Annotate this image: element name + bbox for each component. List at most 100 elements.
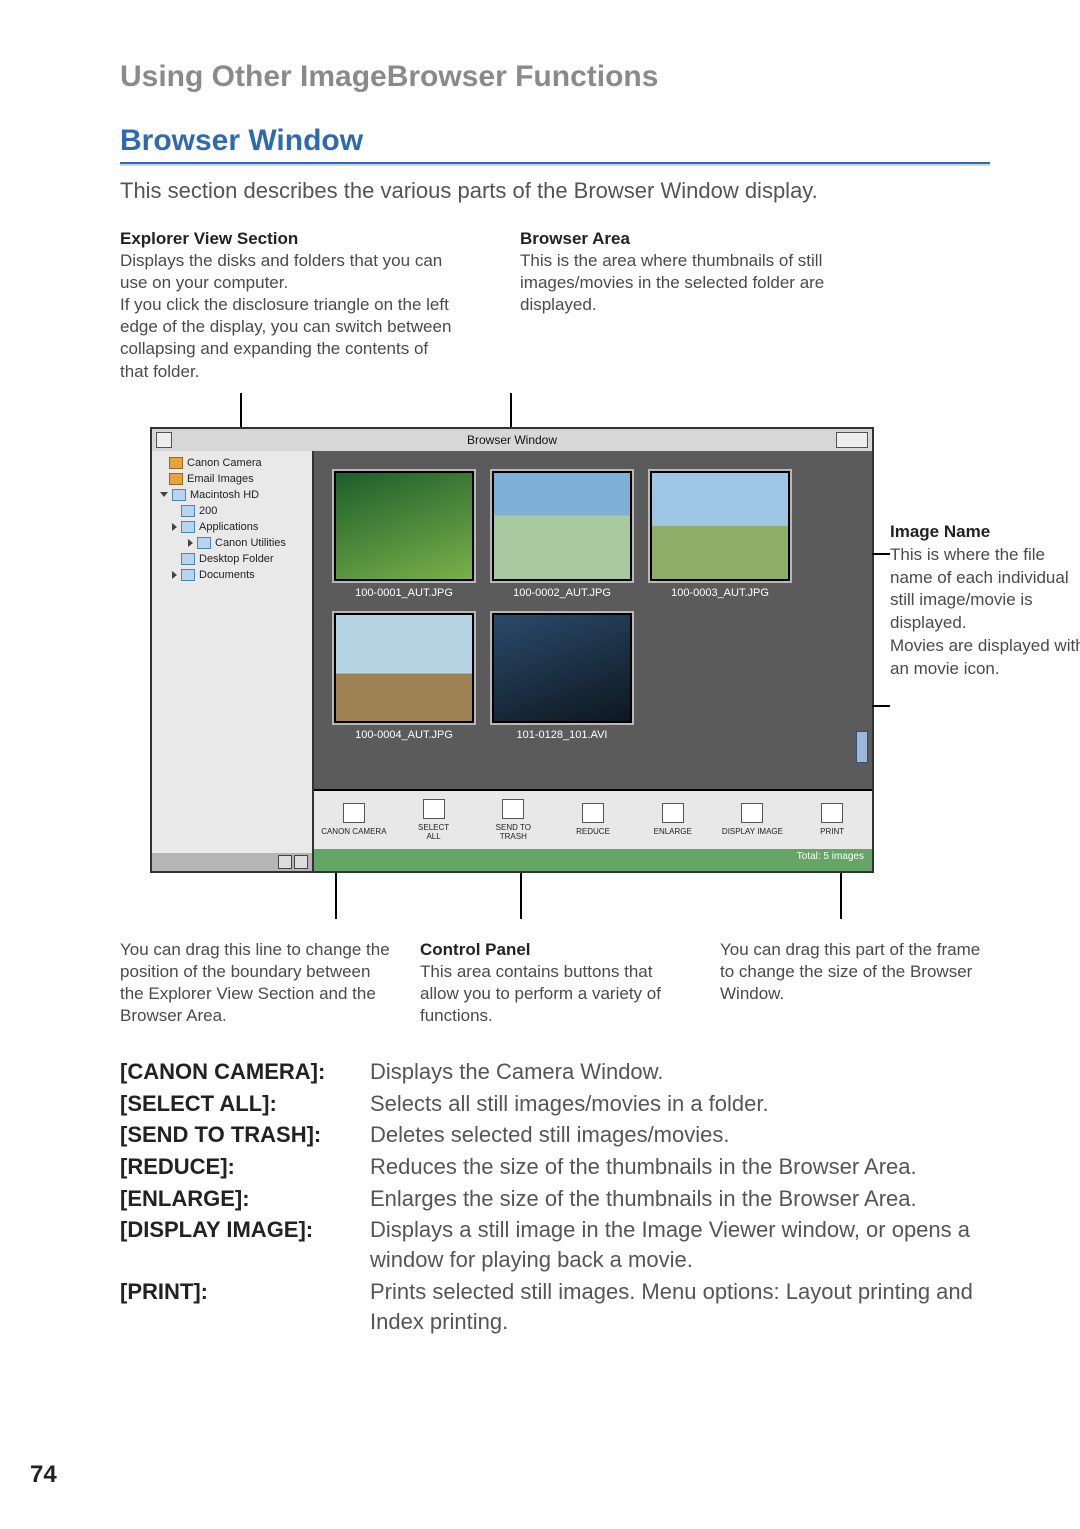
window-close-icon[interactable] — [156, 432, 172, 448]
definition-row: [SEND TO TRASH]:Deletes selected still i… — [120, 1120, 990, 1150]
disclosure-triangle-icon[interactable] — [172, 571, 177, 579]
definition-description: Deletes selected still images/movies. — [370, 1120, 990, 1150]
thumbnail[interactable]: 100-0001_AUT.JPG — [334, 471, 474, 599]
tree-item-label: Macintosh HD — [190, 487, 259, 503]
toolbar-button-icon — [662, 803, 684, 823]
thumbnail[interactable]: 100-0003_AUT.JPG — [650, 471, 790, 599]
tree-item[interactable]: Documents — [152, 567, 312, 583]
section-title: Browser Window — [120, 124, 990, 158]
toolbar-button-icon — [343, 803, 365, 823]
toolbar-button-label: REDUCE — [576, 827, 610, 836]
toolbar-button[interactable]: SELECT ALL — [394, 791, 474, 849]
thumbnail[interactable]: 101-0128_101.AVI — [492, 613, 632, 741]
tree-item-label: Canon Camera — [187, 455, 262, 471]
tree-item[interactable]: Macintosh HD — [152, 487, 312, 503]
definition-term: [REDUCE]: — [120, 1152, 370, 1182]
toolbar-button-label: ENLARGE — [654, 827, 692, 836]
definition-description: Selects all still images/movies in a fol… — [370, 1089, 990, 1119]
callout-explorer-title: Explorer View Section — [120, 229, 298, 248]
definition-description: Reduces the size of the thumbnails in th… — [370, 1152, 990, 1182]
leader-line — [520, 873, 522, 919]
folder-icon — [181, 569, 195, 581]
leader-line — [872, 705, 890, 707]
tree-item[interactable]: Applications — [152, 519, 312, 535]
tree-item[interactable]: Email Images — [152, 471, 312, 487]
callout-control-panel-body: This area contains buttons that allow yo… — [420, 962, 661, 1025]
definition-term: [ENLARGE]: — [120, 1184, 370, 1214]
tree-item-label: Email Images — [187, 471, 254, 487]
toolbar-button-label: SEND TO TRASH — [496, 823, 531, 841]
thumbnail-image[interactable] — [334, 471, 474, 581]
toolbar-button[interactable]: DISPLAY IMAGE — [713, 791, 793, 849]
tree-item-label: Canon Utilities — [215, 535, 286, 551]
toolbar-button[interactable]: REDUCE — [553, 791, 633, 849]
thumbnail[interactable]: 100-0004_AUT.JPG — [334, 613, 474, 741]
tree-item-label: 200 — [199, 503, 217, 519]
toolbar-button[interactable]: CANON CAMERA — [314, 791, 394, 849]
callout-image-name-body2: Movies are displayed with an movie icon. — [890, 636, 1080, 678]
definition-row: [ENLARGE]:Enlarges the size of the thumb… — [120, 1184, 990, 1214]
scroll-right-icon[interactable] — [294, 855, 308, 869]
definition-row: [CANON CAMERA]:Displays the Camera Windo… — [120, 1057, 990, 1087]
thumbnail-filename: 100-0001_AUT.JPG — [355, 587, 453, 599]
toolbar-button-icon — [502, 799, 524, 819]
thumbnail-filename: 100-0003_AUT.JPG — [671, 587, 769, 599]
callout-image-name-title: Image Name — [890, 522, 990, 541]
status-bar: Total: 5 images — [314, 849, 872, 871]
tree-item[interactable]: Canon Utilities — [152, 535, 312, 551]
folder-icon — [181, 521, 195, 533]
definition-row: [SELECT ALL]:Selects all still images/mo… — [120, 1089, 990, 1119]
thumbnail-image[interactable] — [492, 613, 632, 723]
callout-explorer: Explorer View Section Displays the disks… — [120, 228, 460, 383]
scrollbar-thumb-icon[interactable] — [856, 731, 868, 763]
callout-image-name-body: This is where the file name of each indi… — [890, 545, 1069, 633]
toolbar-button-label: SELECT ALL — [418, 823, 449, 841]
callout-drag-line: You can drag this line to change the pos… — [120, 939, 390, 1027]
page-heading: Using Other ImageBrowser Functions — [120, 60, 990, 94]
definition-description: Displays the Camera Window. — [370, 1057, 990, 1087]
callout-explorer-body: Displays the disks and folders that you … — [120, 251, 451, 380]
toolbar-button-label: CANON CAMERA — [321, 827, 386, 836]
tree-item[interactable]: Desktop Folder — [152, 551, 312, 567]
window-title: Browser Window — [467, 433, 557, 447]
thumbnail-filename: 100-0002_AUT.JPG — [513, 587, 611, 599]
callout-control-panel-title: Control Panel — [420, 940, 531, 959]
camera-icon — [169, 457, 183, 469]
definition-row: [DISPLAY IMAGE]:Displays a still image i… — [120, 1215, 990, 1274]
thumbnail-image[interactable] — [650, 471, 790, 581]
toolbar-button-icon — [741, 803, 763, 823]
definition-row: [PRINT]:Prints selected still images. Me… — [120, 1277, 990, 1336]
intro-text: This section describes the various parts… — [120, 178, 990, 204]
thumbnail-area[interactable]: 100-0001_AUT.JPG 100-0002_AUT.JPG 100-0003… — [314, 451, 872, 789]
sidebar-scroll[interactable] — [152, 853, 312, 871]
disclosure-triangle-icon[interactable] — [172, 523, 177, 531]
toolbar-button-label: PRINT — [820, 827, 844, 836]
tree-item-label: Desktop Folder — [199, 551, 274, 567]
explorer-tree[interactable]: Canon CameraEmail ImagesMacintosh HD200A… — [152, 451, 314, 871]
toolbar-button[interactable]: PRINT — [792, 791, 872, 849]
window-controls-icon[interactable] — [836, 432, 868, 448]
disclosure-triangle-icon[interactable] — [188, 539, 193, 547]
screenshot-window: Browser Window Canon CameraEmail ImagesM… — [150, 427, 874, 873]
definition-description: Enlarges the size of the thumbnails in t… — [370, 1184, 990, 1214]
tree-item[interactable]: Canon Camera — [152, 455, 312, 471]
toolbar-button[interactable]: ENLARGE — [633, 791, 713, 849]
definition-term: [DISPLAY IMAGE]: — [120, 1215, 370, 1274]
callout-image-name: Image Name This is where the file name o… — [890, 521, 1080, 682]
leader-line — [240, 393, 242, 427]
disclosure-triangle-icon[interactable] — [160, 492, 168, 497]
definitions-list: [CANON CAMERA]:Displays the Camera Windo… — [120, 1057, 990, 1336]
window-titlebar: Browser Window — [152, 429, 872, 451]
thumbnail-image[interactable] — [492, 471, 632, 581]
callout-browser-title: Browser Area — [520, 229, 630, 248]
toolbar-button[interactable]: SEND TO TRASH — [473, 791, 553, 849]
tree-item-label: Applications — [199, 519, 258, 535]
folder-icon — [172, 489, 186, 501]
toolbar-button-icon — [821, 803, 843, 823]
thumbnail-image[interactable] — [334, 613, 474, 723]
scroll-left-icon[interactable] — [278, 855, 292, 869]
thumbnail[interactable]: 100-0002_AUT.JPG — [492, 471, 632, 599]
leader-line — [335, 873, 337, 919]
leader-line — [510, 393, 512, 427]
tree-item[interactable]: 200 — [152, 503, 312, 519]
